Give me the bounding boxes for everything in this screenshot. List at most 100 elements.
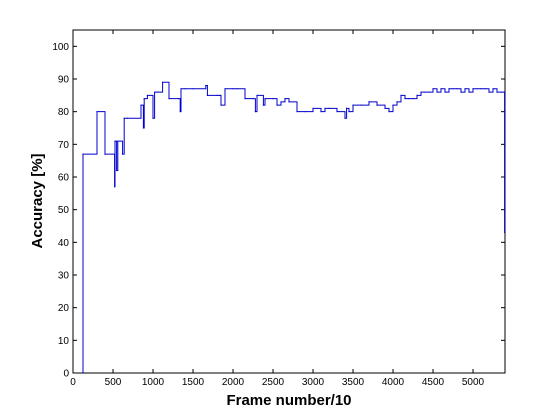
data-point bbox=[264, 98, 266, 100]
data-point bbox=[296, 111, 298, 113]
data-point bbox=[404, 98, 406, 100]
x-axis-ticks: 0 500 1000 1500 2000 2500 3000 3500 4000 4500 5000 bbox=[70, 30, 485, 388]
series-layer bbox=[82, 81, 506, 374]
y-tick-label: 0 bbox=[63, 369, 69, 380]
data-point bbox=[384, 107, 386, 109]
x-tick-label: 4000 bbox=[382, 377, 405, 388]
data-point bbox=[192, 88, 194, 90]
data-point bbox=[206, 94, 208, 96]
data-point bbox=[336, 111, 338, 113]
data-point bbox=[262, 104, 264, 106]
data-point bbox=[116, 169, 118, 172]
data-point bbox=[488, 91, 490, 93]
data-point bbox=[328, 107, 330, 109]
data-point bbox=[256, 94, 258, 96]
y-tick-label: 100 bbox=[52, 42, 69, 53]
data-point bbox=[126, 117, 128, 119]
data-point bbox=[140, 104, 142, 106]
data-point bbox=[424, 91, 426, 93]
data-point bbox=[104, 153, 106, 155]
x-tick-label: 2500 bbox=[262, 377, 285, 388]
data-point bbox=[376, 104, 378, 106]
data-point bbox=[96, 111, 98, 113]
data-point bbox=[312, 107, 314, 109]
y-tick-label: 20 bbox=[58, 303, 70, 314]
data-point bbox=[162, 81, 164, 83]
data-point bbox=[346, 107, 348, 109]
x-tick-label: 4500 bbox=[422, 377, 445, 388]
x-tick-label: 0 bbox=[70, 377, 76, 388]
data-point bbox=[492, 88, 494, 90]
series-line-1 bbox=[82, 81, 506, 374]
data-point bbox=[272, 98, 274, 100]
data-point bbox=[420, 91, 422, 93]
data-point bbox=[412, 98, 414, 100]
data-point bbox=[472, 88, 474, 90]
data-point bbox=[216, 94, 218, 96]
data-point bbox=[476, 88, 478, 90]
plot-area bbox=[72, 29, 506, 374]
data-point bbox=[500, 91, 502, 93]
data-point bbox=[388, 111, 390, 113]
data-point bbox=[496, 91, 498, 93]
data-point bbox=[117, 140, 119, 142]
data-point bbox=[503, 91, 505, 93]
data-point bbox=[180, 88, 182, 90]
y-tick-label: 30 bbox=[58, 271, 70, 282]
data-point bbox=[254, 111, 256, 113]
data-point bbox=[320, 111, 322, 113]
data-point bbox=[82, 153, 84, 155]
x-tick-label: 1500 bbox=[182, 377, 205, 388]
x-axis-title: Frame number/10 bbox=[226, 392, 351, 409]
data-point bbox=[288, 101, 290, 103]
x-tick-label: 3500 bbox=[342, 377, 365, 388]
data-point bbox=[400, 94, 402, 96]
data-point bbox=[460, 91, 462, 93]
data-point bbox=[220, 104, 222, 106]
data-point bbox=[352, 104, 354, 106]
data-point bbox=[392, 104, 394, 106]
data-point bbox=[218, 94, 220, 96]
data-point bbox=[428, 91, 430, 93]
y-tick-label: 50 bbox=[58, 205, 70, 216]
data-point bbox=[456, 88, 458, 90]
data-point bbox=[360, 104, 362, 106]
data-point bbox=[205, 84, 207, 87]
data-point bbox=[440, 88, 442, 90]
data-point bbox=[122, 153, 124, 155]
data-point bbox=[179, 111, 181, 113]
y-tick-label: 90 bbox=[58, 75, 70, 86]
data-point bbox=[432, 88, 434, 90]
data-point bbox=[368, 101, 370, 103]
data-point bbox=[82, 372, 84, 374]
y-tick-label: 40 bbox=[58, 238, 70, 249]
y-tick-label: 60 bbox=[58, 173, 70, 184]
data-point bbox=[468, 91, 470, 93]
data-point bbox=[480, 88, 482, 90]
data-point bbox=[184, 88, 186, 90]
data-point bbox=[157, 91, 159, 93]
data-point bbox=[224, 88, 226, 90]
y-tick-label: 80 bbox=[58, 107, 70, 118]
data-point bbox=[484, 88, 486, 90]
data-point bbox=[114, 186, 116, 188]
x-tick-label: 2000 bbox=[222, 377, 245, 388]
data-point bbox=[276, 104, 278, 106]
x-tick-label: 3000 bbox=[302, 377, 325, 388]
data-point bbox=[436, 91, 438, 93]
series-points-1 bbox=[82, 81, 506, 374]
y-axis-title: Accuracy [%] bbox=[29, 153, 46, 248]
x-tick-label: 1000 bbox=[142, 377, 165, 388]
data-point bbox=[123, 117, 125, 119]
data-point bbox=[143, 98, 145, 100]
data-point bbox=[232, 88, 234, 90]
x-tick-label: 5000 bbox=[462, 377, 485, 388]
data-point bbox=[114, 140, 116, 142]
data-point bbox=[154, 91, 156, 93]
data-point bbox=[304, 111, 306, 113]
data-point bbox=[168, 98, 170, 100]
data-point bbox=[464, 88, 466, 90]
data-point bbox=[344, 117, 346, 119]
data-point bbox=[252, 98, 254, 100]
